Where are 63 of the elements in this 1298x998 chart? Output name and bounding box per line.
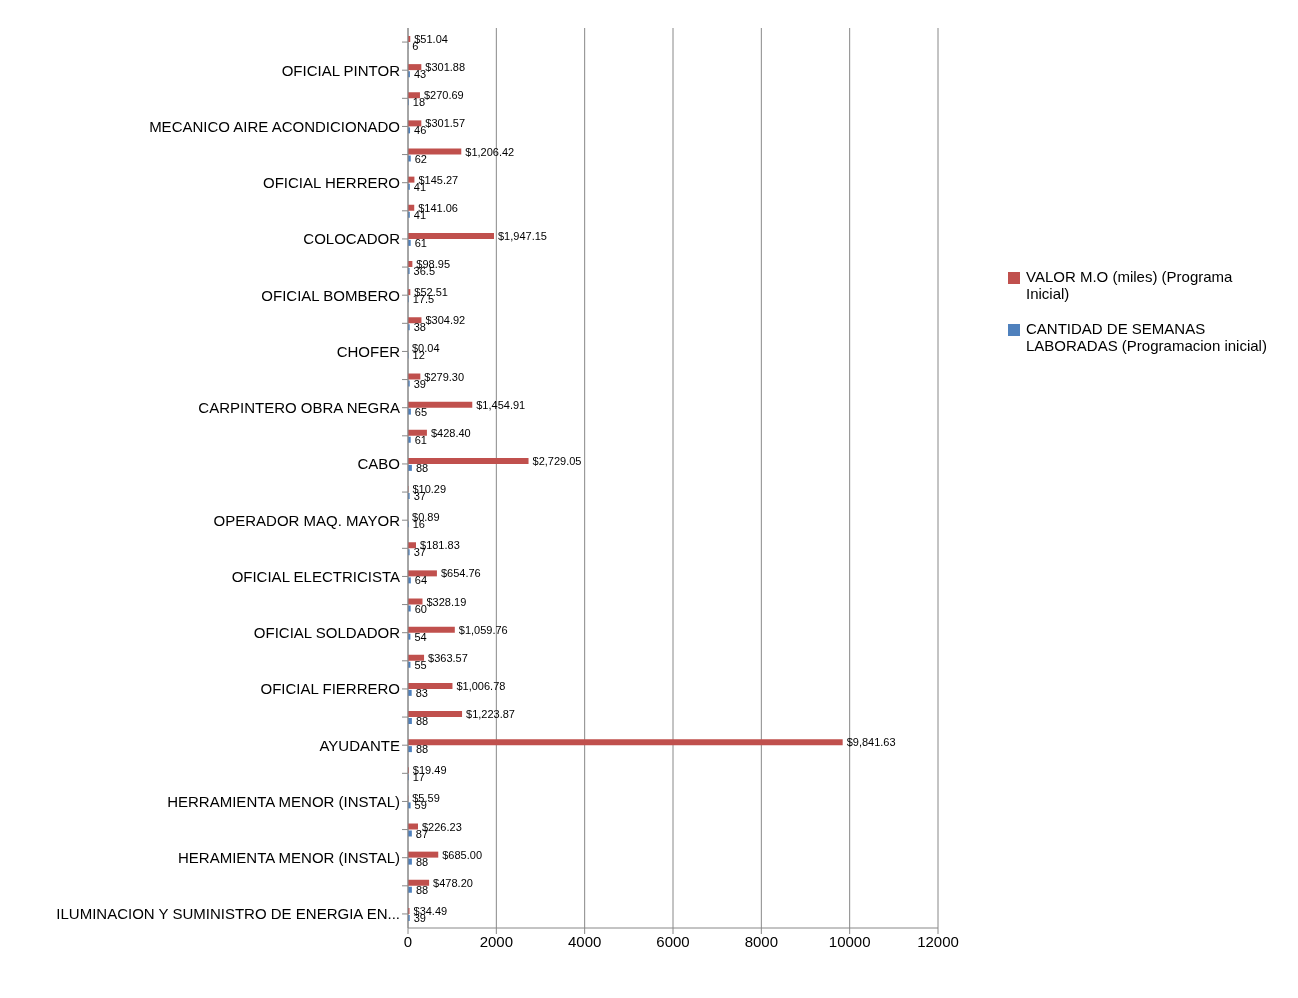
data-label: $2,729.05 <box>532 454 582 467</box>
data-label: 60 <box>414 602 427 615</box>
x-tick-label: 6000 <box>656 932 690 950</box>
data-label: $226.23 <box>421 820 462 833</box>
x-tick-label: 8000 <box>744 932 779 950</box>
data-label: 54 <box>414 630 427 643</box>
data-label: $1,006.78 <box>456 679 506 692</box>
data-label: $141.06 <box>418 201 458 214</box>
data-label: 62 <box>414 152 427 165</box>
y-tick-label: CHOFER <box>336 342 401 360</box>
y-tick-label: OFICIAL PINTOR <box>281 61 401 79</box>
data-label: 61 <box>414 433 427 446</box>
legend-label: CANTIDAD DE SEMANAS LABORADAS (Programacion inicial) <box>1026 320 1268 354</box>
data-label: $9,841.63 <box>846 736 896 749</box>
data-label: $1,947.15 <box>498 229 547 242</box>
legend-label: VALOR M.O (miles) (Programa Inicial) <box>1026 268 1234 302</box>
x-tick-label: 2000 <box>479 932 514 950</box>
data-label: $363.57 <box>428 651 468 664</box>
data-label: 88 <box>415 715 429 727</box>
y-tick-label: OPERADOR MAQ. MAYOR <box>213 511 401 529</box>
data-label: 39 <box>413 377 426 390</box>
data-label: $304.92 <box>425 314 466 327</box>
data-label: 88 <box>415 743 429 756</box>
y-tick-label: CARPINTERO OBRA NEGRA <box>198 399 400 417</box>
data-label: $685.00 <box>442 848 483 861</box>
data-label: $51.04 <box>414 33 448 45</box>
data-label: $478.20 <box>433 876 473 889</box>
y-tick-label: OFICIAL HERRERO <box>263 174 400 192</box>
data-label: 88 <box>415 855 429 868</box>
data-label: 55 <box>414 658 427 671</box>
data-label: $328.19 <box>426 595 467 608</box>
data-label: $1,223.87 <box>466 708 515 720</box>
x-tick-label: 4000 <box>567 932 602 950</box>
data-label: 64 <box>414 574 428 587</box>
data-label: $1,206.42 <box>465 145 515 158</box>
y-tick-label: MECANICO AIRE ACONDICIONADO <box>149 117 400 135</box>
data-label: $1,454.91 <box>476 398 526 411</box>
data-label: $279.30 <box>424 370 465 383</box>
x-tick-label: 0 <box>403 932 413 950</box>
data-label: 88 <box>415 883 429 896</box>
y-tick-label: ILUMINACION Y SUMINISTRO DE ENERGIA EN... <box>56 905 400 923</box>
data-label: $34.49 <box>413 904 448 917</box>
x-tick-label: 12000 <box>917 932 959 950</box>
data-label: $301.88 <box>425 61 466 74</box>
y-tick-label: CABO <box>357 455 400 473</box>
data-label: 65 <box>414 405 428 418</box>
y-tick-label: OFICIAL SOLDADOR <box>253 624 401 642</box>
data-label: $1,059.76 <box>458 623 508 636</box>
data-label: 61 <box>414 236 427 249</box>
y-tick-label: HERAMIENTA MENOR (INSTAL) <box>178 849 400 867</box>
data-label: $654.76 <box>440 567 481 580</box>
y-tick-label: OFICIAL BOMBERO <box>261 286 400 304</box>
data-label: $301.57 <box>425 117 466 130</box>
y-tick-label: OFICIAL ELECTRICISTA <box>231 567 400 585</box>
data-label: 83 <box>415 686 428 699</box>
y-tick-label: COLOCADOR <box>303 230 401 248</box>
x-tick-label: 10000 <box>828 932 871 950</box>
data-label: 38 <box>413 321 426 334</box>
data-label: $428.40 <box>430 426 471 439</box>
data-label: 88 <box>415 461 429 474</box>
y-tick-label: OFICIAL FIERRERO <box>260 680 400 698</box>
y-tick-label: HERRAMIENTA MENOR (INSTAL) <box>167 792 400 810</box>
y-tick-label: AYUDANTE <box>319 736 400 754</box>
